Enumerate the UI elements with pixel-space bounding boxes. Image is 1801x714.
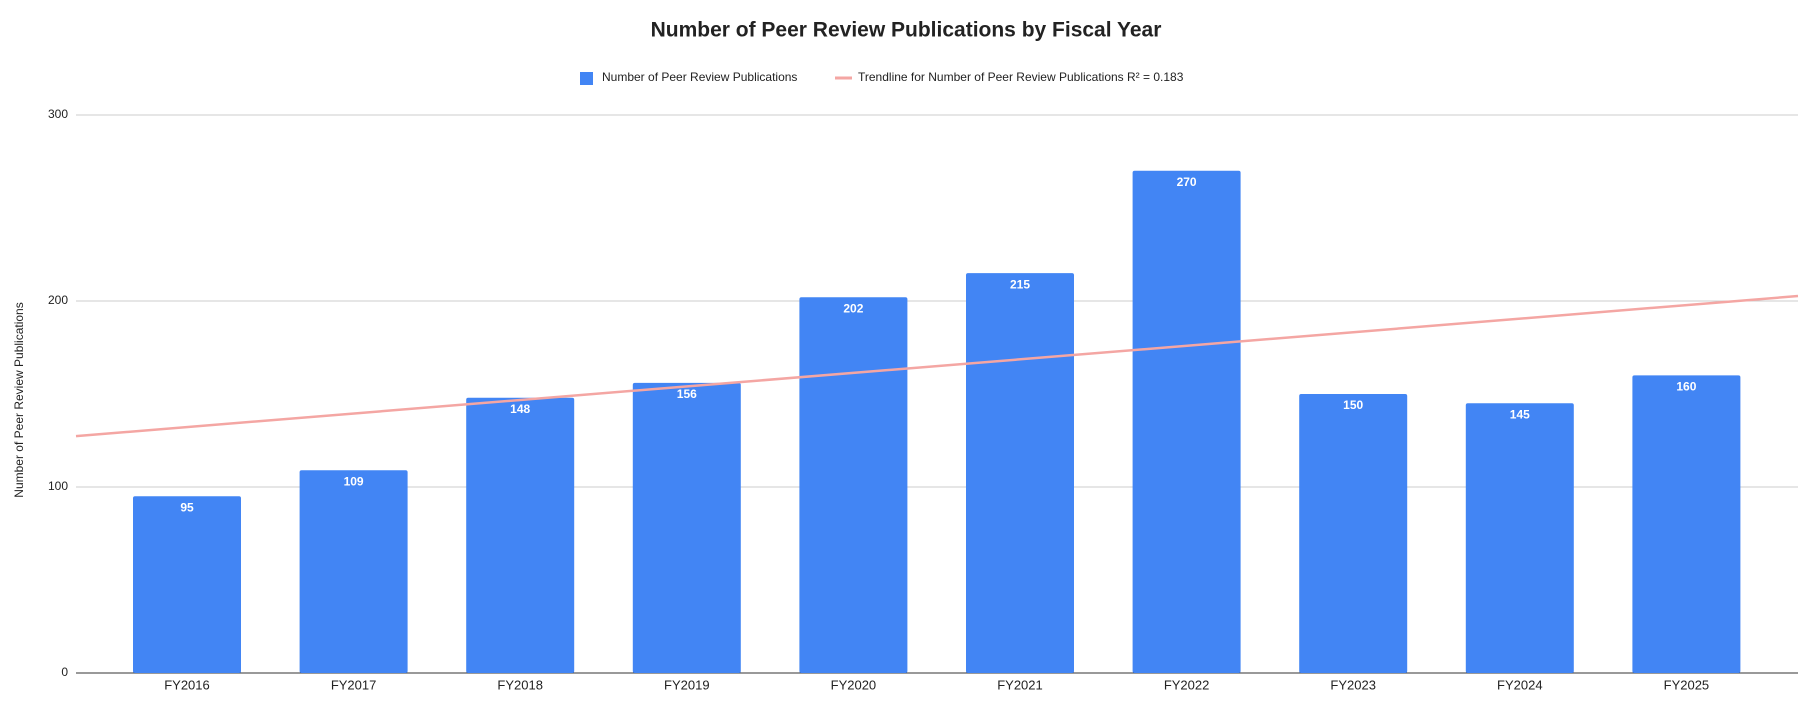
x-tick-label: FY2016	[164, 677, 210, 692]
bar	[1299, 394, 1408, 673]
x-tick-label: FY2017	[331, 677, 377, 692]
x-tick-label: FY2020	[831, 677, 877, 692]
bar	[466, 397, 575, 673]
y-tick-label: 300	[48, 107, 68, 121]
y-tick-label: 100	[48, 479, 68, 493]
bar	[1632, 375, 1741, 673]
x-tick-label: FY2025	[1664, 677, 1710, 692]
x-tick-label: FY2021	[997, 677, 1043, 692]
data-label: 270	[1177, 175, 1197, 189]
chart-title: Number of Peer Review Publications by Fi…	[651, 19, 1162, 42]
bar	[1132, 170, 1241, 674]
data-label: 202	[843, 301, 863, 315]
data-label: 215	[1010, 277, 1030, 291]
bar	[966, 273, 1074, 673]
data-label: 156	[677, 387, 697, 401]
bar	[133, 496, 241, 673]
x-tick-label: FY2019	[664, 677, 710, 692]
bar	[299, 470, 408, 673]
y-tick-label: 200	[48, 293, 68, 307]
data-label: 95	[180, 500, 194, 514]
x-tick-label: FY2022	[1164, 677, 1210, 692]
y-axis-label: Number of Peer Review Publications	[12, 302, 26, 497]
bar	[799, 297, 908, 673]
x-tick-label: FY2023	[1330, 677, 1376, 692]
bar	[632, 382, 741, 673]
x-tick-label: FY2024	[1497, 677, 1543, 692]
legend-swatch	[580, 72, 593, 85]
data-label: 160	[1676, 380, 1696, 394]
x-tick-label: FY2018	[497, 677, 543, 692]
data-label: 148	[510, 402, 530, 416]
legend-label: Number of Peer Review Publications	[602, 70, 797, 84]
legend-label: Trendline for Number of Peer Review Publ…	[858, 70, 1184, 84]
data-label: 109	[344, 474, 364, 488]
data-label: 145	[1510, 407, 1530, 421]
bar	[1465, 403, 1574, 673]
y-tick-label: 0	[61, 665, 68, 679]
data-label: 150	[1343, 398, 1363, 412]
trendline	[75, 294, 1799, 438]
